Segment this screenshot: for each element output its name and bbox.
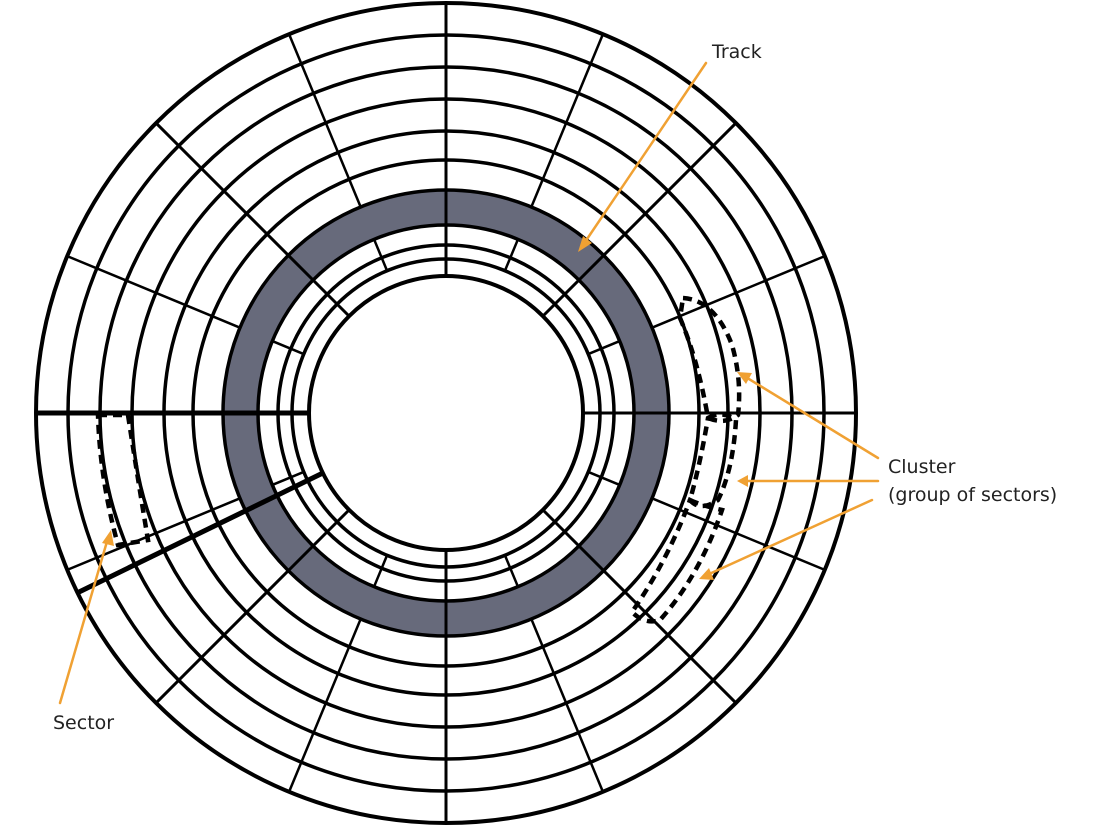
sector-divider-minor bbox=[552, 92, 580, 153]
cluster-leader-arrowhead-lower bbox=[699, 568, 714, 580]
sector-divider-minor bbox=[312, 92, 340, 153]
cluster-leader-line-upper bbox=[742, 374, 880, 460]
sector-divider-minor bbox=[271, 339, 305, 356]
highlighted-sector bbox=[36, 410, 324, 595]
sector-divider bbox=[155, 122, 351, 318]
sector-divider-minor bbox=[706, 279, 767, 307]
sector-divider-minor bbox=[66, 254, 127, 282]
sector-divider-minor bbox=[184, 497, 241, 523]
cluster-leader-arrowhead-middle bbox=[737, 475, 748, 487]
sector-divider-minor bbox=[287, 732, 315, 793]
sector-divider-minor bbox=[530, 151, 556, 208]
sector-divider-minor bbox=[372, 554, 389, 588]
track-label: Track bbox=[711, 41, 762, 63]
leader-lines bbox=[58, 61, 880, 705]
sector-divider-minor bbox=[503, 238, 520, 272]
highlighted-sector-boundary bbox=[76, 470, 324, 595]
sector-divider-minor bbox=[765, 254, 826, 282]
sector-divider-minor bbox=[503, 554, 520, 588]
track-leader-line bbox=[581, 61, 708, 247]
sector-divider-minor bbox=[336, 618, 362, 675]
cluster-label-line2: (group of sectors) bbox=[888, 484, 1057, 506]
sector-divider-minor bbox=[552, 673, 580, 734]
sector-divider-minor bbox=[577, 732, 605, 793]
sector-divider-minor bbox=[651, 303, 708, 329]
sector-divider-minor bbox=[530, 618, 556, 675]
sector-divider-minor bbox=[587, 339, 621, 356]
cluster-outline-lower bbox=[629, 496, 725, 624]
sector-divider bbox=[155, 508, 351, 704]
sector-divider-minor bbox=[577, 33, 605, 94]
cluster-label-line1: Cluster bbox=[888, 456, 956, 478]
sector-divider-minor bbox=[651, 497, 708, 523]
disk-hub bbox=[307, 274, 585, 552]
sector-divider-minor bbox=[125, 279, 186, 307]
cluster-leader-line-lower bbox=[705, 498, 874, 577]
cluster-outline-upper bbox=[677, 295, 742, 424]
sector-divider bbox=[541, 508, 737, 704]
sector-divider-minor bbox=[372, 238, 389, 272]
sector-divider bbox=[541, 122, 737, 318]
cluster-outlines bbox=[95, 295, 742, 624]
sector-outline bbox=[95, 412, 151, 548]
sector-divider-minor bbox=[271, 470, 305, 487]
track-leader-arrowhead bbox=[578, 236, 592, 252]
cluster-leader-arrowhead-upper bbox=[737, 372, 752, 384]
sector-divider-minor bbox=[312, 673, 340, 734]
sector-divider-minor bbox=[66, 544, 127, 572]
sector-divider-minor bbox=[336, 151, 362, 208]
sector-divider-minor bbox=[765, 544, 826, 572]
sector-leader-line bbox=[58, 536, 110, 705]
sector-leader-arrowhead bbox=[102, 530, 114, 546]
sector-divider-minor bbox=[287, 33, 315, 94]
sector-label: Sector bbox=[53, 712, 114, 734]
sector-divider-minor bbox=[184, 303, 241, 329]
sector-divider-minor bbox=[587, 470, 621, 487]
cluster-outline-middle bbox=[687, 412, 739, 509]
